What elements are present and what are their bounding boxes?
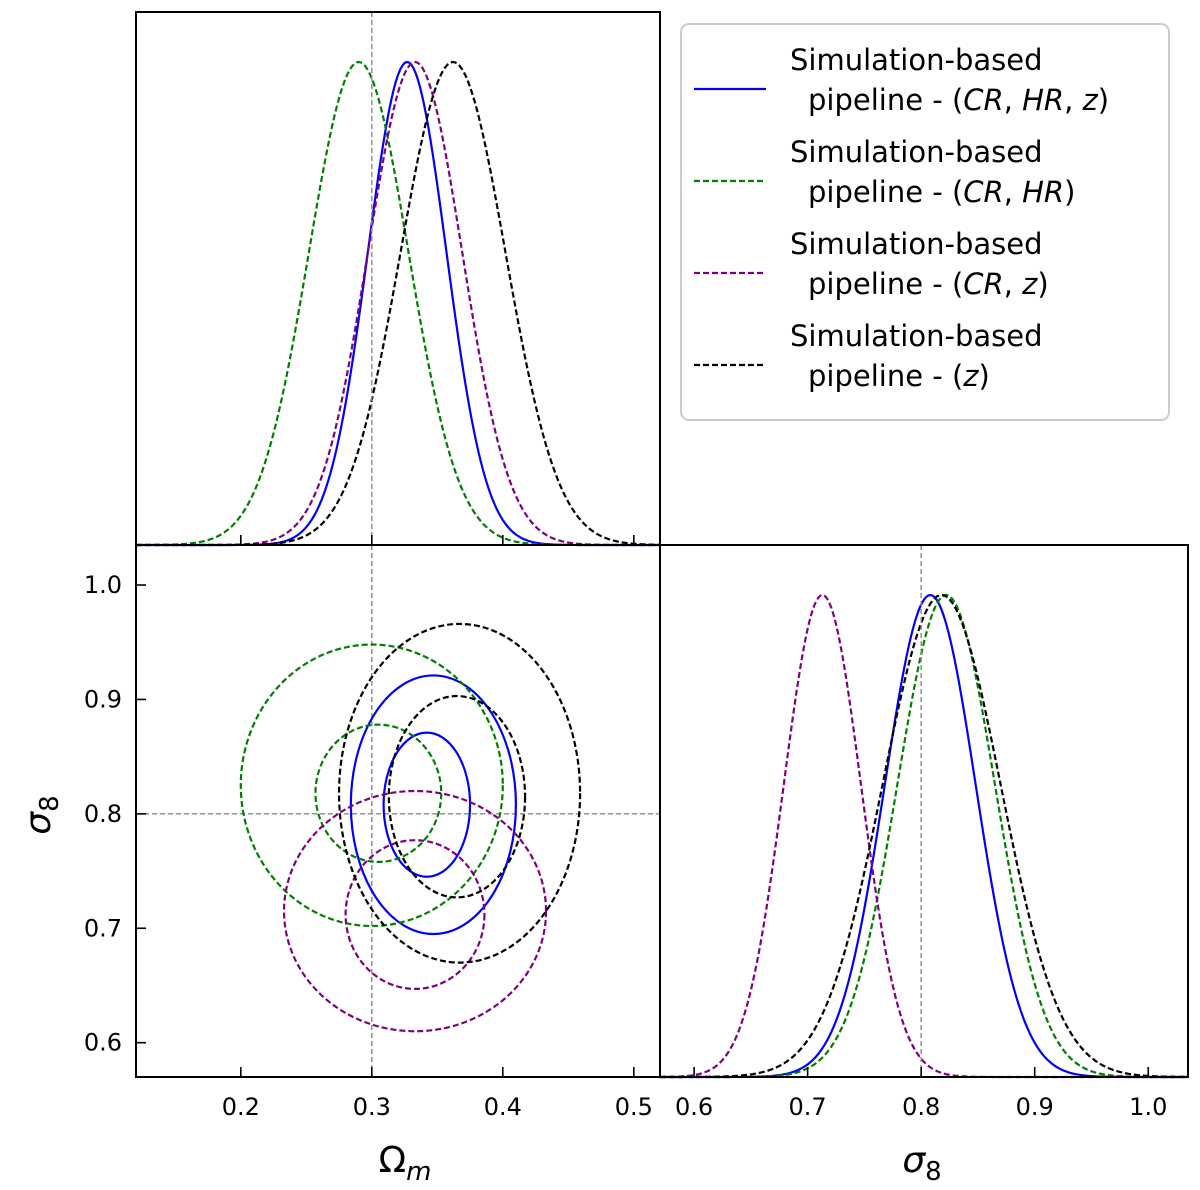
joint-contour-4-inner: [387, 694, 527, 899]
joint-ytick-label-3: 0.8: [84, 800, 122, 828]
sigma-8-marginal-curve-4: [660, 593, 1189, 1079]
joint-ytick-label-4: 0.9: [84, 685, 122, 713]
joint-ytick-label-1: 0.6: [84, 1029, 122, 1057]
joint-contour-1-outer: [349, 674, 517, 936]
joint-contour-panel: 0.2 0.3 0.4 0.5 0.6 0.7 0.8 0.9 1.0: [84, 544, 661, 1121]
legend-label-line1-3: Simulation-based: [790, 227, 1042, 261]
sigma-8-marginal-panel: 0.6 0.7 0.8 0.9 1.0: [659, 544, 1189, 1121]
omega-m-marginal-curve-3: [136, 60, 660, 547]
legend-entry-2: Simulation-based pipeline - (CR, HR): [694, 135, 1075, 209]
joint-xtick-label-1: 0.2: [222, 1093, 260, 1121]
joint-contours: [136, 545, 660, 1077]
legend-entry-4: Simulation-based pipeline - (z): [694, 319, 1042, 393]
legend-label-line1-4: Simulation-based: [790, 319, 1042, 353]
legend-label-line1-1: Simulation-based: [790, 43, 1042, 77]
sigma-8-marginal-xtick-label-1: 0.6: [675, 1093, 713, 1121]
y-axis-label-sigma-8: σ8: [18, 795, 65, 834]
x-axis-label-sigma-8: σ8: [902, 1140, 941, 1187]
omega-m-marginal-curve-2: [135, 60, 660, 547]
sigma-8-marginal-xtick-label-5: 1.0: [1129, 1093, 1167, 1121]
joint-contour-1-inner: [382, 731, 472, 878]
joint-ticks: 0.2 0.3 0.4 0.5 0.6 0.7 0.8 0.9 1.0: [84, 571, 653, 1121]
legend-label-line2-1: pipeline - (CR, HR, z): [808, 83, 1109, 117]
joint-contour-3-inner: [344, 839, 486, 991]
joint-contour-2-inner: [314, 723, 443, 864]
joint-contour-2-outer: [239, 643, 504, 928]
sigma-8-marginal-ticks: 0.6 0.7 0.8 0.9 1.0: [675, 1067, 1167, 1121]
legend-entry-1: Simulation-based pipeline - (CR, HR, z): [694, 43, 1109, 117]
sigma-8-marginal-xtick-label-4: 0.9: [1016, 1093, 1054, 1121]
legend-box: [680, 23, 1170, 421]
legend-label-line1-2: Simulation-based: [790, 135, 1042, 169]
joint-ytick-label-5: 1.0: [84, 571, 122, 599]
joint-xtick-label-2: 0.3: [353, 1093, 391, 1121]
sigma-8-marginal-curves: [659, 545, 1189, 1079]
sigma-8-marginal-xtick-label-3: 0.8: [902, 1093, 940, 1121]
joint-xtick-label-3: 0.4: [484, 1093, 522, 1121]
omega-m-marginal-ticks: [240, 535, 635, 545]
joint-contour-3-outer: [282, 789, 548, 1033]
legend-label-line2-2: pipeline - (CR, HR): [808, 175, 1075, 209]
joint-frame: [135, 544, 661, 1078]
sigma-8-marginal-frame: [659, 544, 1189, 1078]
x-axis-label-omega-m: Ωm: [379, 1140, 432, 1187]
omega-m-marginal-curve-1: [136, 60, 660, 547]
legend-label-line2-3: pipeline - (CR, z): [808, 267, 1049, 301]
sigma-8-marginal-curve-1: [660, 593, 1188, 1079]
joint-ytick-label-2: 0.7: [84, 914, 122, 942]
omega-m-marginal-panel: [135, 11, 661, 547]
legend-label-line2-4: pipeline - (z): [808, 359, 990, 393]
omega-m-marginal-curve-4: [136, 60, 661, 547]
sigma-8-marginal-curve-2: [660, 593, 1188, 1079]
sigma-8-marginal-curve-3: [659, 593, 1188, 1079]
joint-contour-4-outer: [337, 622, 582, 964]
omega-m-marginal-curves: [135, 12, 661, 547]
sigma-8-marginal-xtick-label-2: 0.7: [789, 1093, 827, 1121]
joint-xtick-label-4: 0.5: [615, 1093, 653, 1121]
legend-entry-3: Simulation-based pipeline - (CR, z): [694, 227, 1049, 301]
